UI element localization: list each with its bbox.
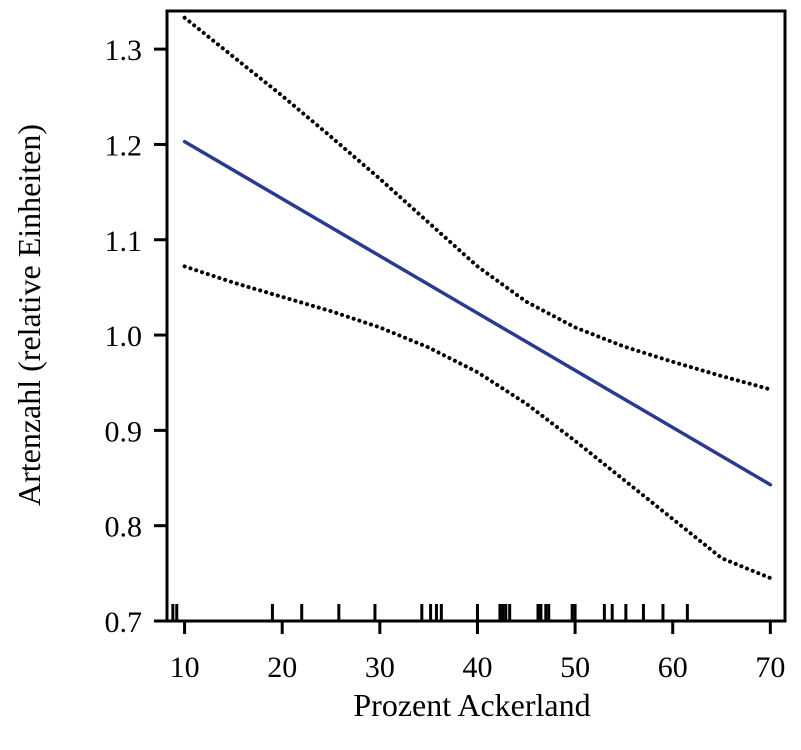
plot-frame [165, 9, 787, 623]
y-axis: 0.7 0.8 0.9 1.0 1.1 1.2 1.3 [105, 34, 167, 639]
x-tick-label: 30 [365, 651, 395, 684]
series-lines [182, 15, 773, 581]
y-tick-label: 1.2 [105, 129, 143, 162]
x-tick-label: 60 [658, 651, 688, 684]
x-tick-label: 20 [267, 651, 297, 684]
y-tick-label: 1.1 [105, 225, 143, 258]
y-tick-label: 0.7 [105, 606, 143, 639]
y-tick-label: 0.9 [105, 415, 143, 448]
y-tick-label: 1.0 [105, 320, 143, 353]
x-axis: 10 20 30 40 50 60 70 [170, 621, 785, 684]
x-axis-title: Prozent Ackerland [353, 687, 590, 723]
upper-confidence-line [182, 15, 773, 392]
fit-line [182, 139, 773, 487]
x-tick-label: 40 [462, 651, 492, 684]
x-tick-label: 70 [755, 651, 785, 684]
rug-marks [171, 604, 689, 621]
x-tick-label: 10 [170, 651, 200, 684]
lower-confidence-line [182, 264, 773, 581]
x-tick-label: 50 [560, 651, 590, 684]
y-tick-label: 1.3 [105, 34, 143, 67]
y-tick-label: 0.8 [105, 511, 143, 544]
y-axis-title: Artenzahl (relative Einheiten) [11, 124, 47, 506]
